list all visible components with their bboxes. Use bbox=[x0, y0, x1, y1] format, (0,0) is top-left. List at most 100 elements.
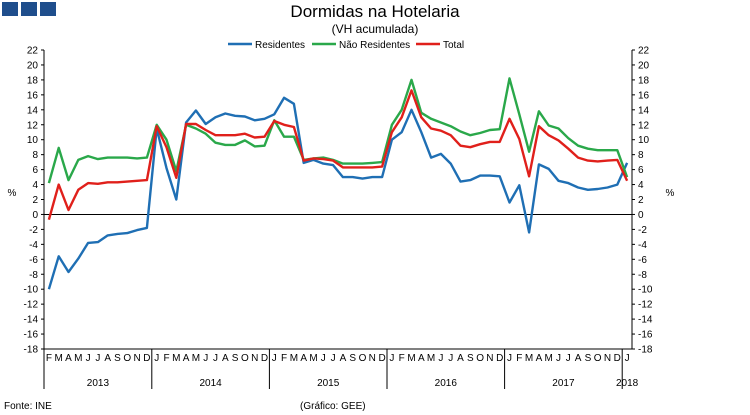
x-tick-label: D bbox=[261, 353, 268, 364]
legend-label: Residentes bbox=[255, 40, 305, 51]
y-tick-label-right: -16 bbox=[638, 330, 653, 341]
x-tick-label: M bbox=[525, 353, 533, 364]
y-axis-label-right: % bbox=[666, 188, 675, 199]
y-axis-label-left: % bbox=[8, 188, 17, 199]
y-tick-label-right: 20 bbox=[638, 60, 650, 71]
y-tick-label-left: -12 bbox=[24, 300, 39, 311]
series-line-total bbox=[47, 89, 629, 221]
x-tick-label: D bbox=[496, 353, 503, 364]
y-tick-label-left: -6 bbox=[29, 255, 38, 266]
y-tick-label-left: -8 bbox=[29, 270, 38, 281]
legend-label: Não Residentes bbox=[339, 40, 410, 51]
year-label: 2016 bbox=[435, 378, 458, 389]
y-tick-label-left: 10 bbox=[27, 135, 39, 146]
x-tick-label: N bbox=[133, 353, 140, 364]
x-tick-label: O bbox=[241, 353, 249, 364]
y-tick-label-right: -14 bbox=[638, 315, 653, 326]
y-tick-label-right: 2 bbox=[638, 195, 644, 206]
x-tick-label: A bbox=[65, 353, 72, 364]
x-tick-label: J bbox=[272, 353, 277, 364]
y-tick-label-left: -14 bbox=[24, 315, 39, 326]
x-tick-label: D bbox=[614, 353, 621, 364]
y-tick-label-right: 10 bbox=[638, 135, 650, 146]
x-tick-label: J bbox=[507, 353, 512, 364]
y-tick-label-left: 2 bbox=[32, 195, 38, 206]
y-tick-label-left: 22 bbox=[27, 46, 39, 57]
x-tick-label: J bbox=[321, 353, 326, 364]
y-tick-label-right: 22 bbox=[638, 46, 650, 57]
y-tick-label-left: -2 bbox=[29, 225, 38, 236]
y-tick-label-right: -6 bbox=[638, 255, 647, 266]
y-tick-label-right: 0 bbox=[638, 210, 644, 221]
year-label: 2013 bbox=[87, 378, 110, 389]
logo-square bbox=[21, 2, 37, 16]
x-tick-label: O bbox=[476, 353, 484, 364]
x-tick-label: J bbox=[86, 353, 91, 364]
x-tick-label: N bbox=[486, 353, 493, 364]
y-tick-label-right: -8 bbox=[638, 270, 647, 281]
chart-subtitle: (VH acumulada) bbox=[331, 22, 419, 36]
y-tick-label-right: 14 bbox=[638, 105, 650, 116]
y-tick-label-right: 4 bbox=[638, 180, 644, 191]
x-tick-label: M bbox=[55, 353, 63, 364]
x-tick-label: A bbox=[183, 353, 190, 364]
y-tick-label-right: 12 bbox=[638, 120, 650, 131]
chart-title: Dormidas na Hotelaria bbox=[290, 2, 460, 21]
x-tick-label: A bbox=[104, 353, 111, 364]
x-tick-label: J bbox=[566, 353, 571, 364]
x-tick-label: A bbox=[536, 353, 543, 364]
x-tick-label: F bbox=[46, 353, 52, 364]
x-tick-label: D bbox=[143, 353, 150, 364]
y-tick-label-right: 8 bbox=[638, 150, 644, 161]
series-line-residentes bbox=[47, 96, 629, 290]
y-tick-label-left: 0 bbox=[32, 210, 38, 221]
x-tick-label: J bbox=[556, 353, 561, 364]
y-tick-label-right: -18 bbox=[638, 345, 653, 356]
x-tick-label: O bbox=[594, 353, 602, 364]
x-tick-label: J bbox=[203, 353, 208, 364]
y-tick-label-right: 16 bbox=[638, 90, 650, 101]
x-tick-label: M bbox=[192, 353, 200, 364]
x-tick-label: A bbox=[575, 353, 582, 364]
x-tick-label: J bbox=[213, 353, 218, 364]
x-tick-label: D bbox=[378, 353, 385, 364]
x-tick-label: N bbox=[369, 353, 376, 364]
x-tick-label: M bbox=[74, 353, 82, 364]
x-tick-label: J bbox=[625, 353, 630, 364]
x-tick-label: J bbox=[154, 353, 159, 364]
y-tick-label-right: -4 bbox=[638, 240, 647, 251]
x-tick-label: F bbox=[163, 353, 169, 364]
x-tick-label: M bbox=[172, 353, 180, 364]
y-tick-label-right: 18 bbox=[638, 75, 650, 86]
x-tick-label: M bbox=[427, 353, 435, 364]
ine-logo bbox=[2, 2, 56, 16]
x-tick-label: M bbox=[309, 353, 317, 364]
y-tick-label-left: -4 bbox=[29, 240, 38, 251]
x-tick-label: S bbox=[114, 353, 121, 364]
year-label: 2018 bbox=[616, 378, 639, 389]
x-tick-label: S bbox=[467, 353, 474, 364]
chart-credit: (Gráfico: GEE) bbox=[300, 401, 366, 412]
x-tick-label: M bbox=[545, 353, 553, 364]
y-tick-label-left: 18 bbox=[27, 75, 39, 86]
y-tick-label-left: -10 bbox=[24, 285, 39, 296]
y-tick-label-left: 20 bbox=[27, 60, 39, 71]
year-label: 2015 bbox=[317, 378, 340, 389]
y-tick-label-left: -16 bbox=[24, 330, 39, 341]
y-tick-label-right: -12 bbox=[638, 300, 653, 311]
y-tick-label-right: -10 bbox=[638, 285, 653, 296]
x-tick-label: A bbox=[340, 353, 347, 364]
x-tick-label: A bbox=[300, 353, 307, 364]
year-label: 2017 bbox=[552, 378, 575, 389]
legend-label: Total bbox=[443, 40, 464, 51]
x-tick-label: J bbox=[331, 353, 336, 364]
y-tick-label-left: 8 bbox=[32, 150, 38, 161]
x-tick-label: S bbox=[232, 353, 239, 364]
x-tick-label: J bbox=[389, 353, 394, 364]
x-tick-label: N bbox=[251, 353, 258, 364]
x-tick-label: S bbox=[349, 353, 356, 364]
logo-square bbox=[40, 2, 56, 16]
x-tick-label: A bbox=[418, 353, 425, 364]
year-label: 2014 bbox=[199, 378, 222, 389]
